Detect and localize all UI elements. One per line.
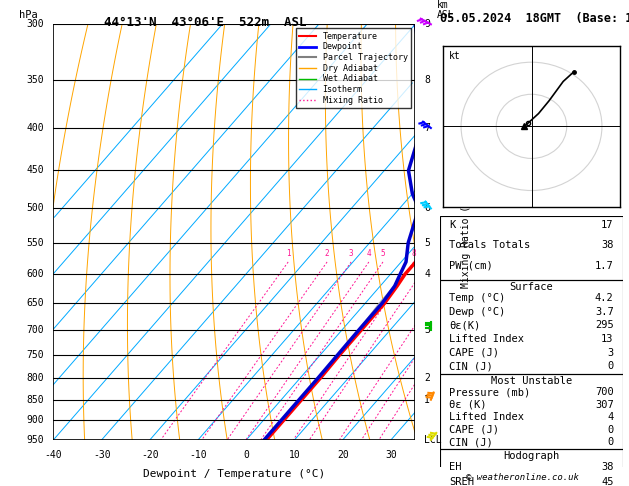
Text: -10: -10 bbox=[189, 450, 207, 460]
Text: © weatheronline.co.uk: © weatheronline.co.uk bbox=[465, 473, 579, 482]
Text: 307: 307 bbox=[595, 399, 614, 410]
Text: 650: 650 bbox=[27, 298, 45, 308]
Text: K: K bbox=[449, 220, 455, 230]
Text: 10: 10 bbox=[289, 450, 301, 460]
Text: 2: 2 bbox=[424, 373, 430, 383]
Text: CIN (J): CIN (J) bbox=[449, 437, 493, 447]
Text: 4: 4 bbox=[367, 249, 371, 258]
Text: km
ASL: km ASL bbox=[437, 0, 455, 20]
Text: 0: 0 bbox=[608, 361, 614, 371]
Text: -30: -30 bbox=[93, 450, 111, 460]
Text: 600: 600 bbox=[27, 269, 45, 279]
Bar bbox=[440, 280, 623, 374]
Text: CIN (J): CIN (J) bbox=[449, 361, 493, 371]
Text: Lifted Index: Lifted Index bbox=[449, 412, 525, 422]
Text: 1: 1 bbox=[286, 249, 291, 258]
Text: 700: 700 bbox=[27, 325, 45, 335]
Text: Most Unstable: Most Unstable bbox=[491, 376, 572, 386]
Text: 30: 30 bbox=[385, 450, 397, 460]
Text: Hodograph: Hodograph bbox=[503, 451, 560, 461]
Text: 850: 850 bbox=[27, 395, 45, 405]
Text: 4: 4 bbox=[424, 269, 430, 279]
Text: 295: 295 bbox=[595, 320, 614, 330]
Text: 4.2: 4.2 bbox=[595, 294, 614, 303]
Text: -20: -20 bbox=[141, 450, 159, 460]
Text: 550: 550 bbox=[27, 238, 45, 248]
Text: 300: 300 bbox=[27, 19, 45, 29]
Text: 450: 450 bbox=[27, 165, 45, 175]
Text: 1.7: 1.7 bbox=[595, 260, 614, 271]
Text: 5: 5 bbox=[424, 238, 430, 248]
Text: 38: 38 bbox=[601, 462, 614, 472]
Text: LCL: LCL bbox=[424, 435, 442, 445]
Text: CAPE (J): CAPE (J) bbox=[449, 347, 499, 358]
Text: 6: 6 bbox=[424, 204, 430, 213]
Text: Mixing Ratio (g/kg): Mixing Ratio (g/kg) bbox=[461, 176, 470, 288]
Text: 3: 3 bbox=[424, 325, 430, 335]
Bar bbox=[440, 216, 623, 280]
Bar bbox=[440, 449, 623, 486]
Text: 0: 0 bbox=[243, 450, 249, 460]
Text: Pressure (mb): Pressure (mb) bbox=[449, 387, 531, 397]
Text: θε (K): θε (K) bbox=[449, 399, 487, 410]
Text: -40: -40 bbox=[45, 450, 62, 460]
Text: 350: 350 bbox=[27, 75, 45, 85]
Legend: Temperature, Dewpoint, Parcel Trajectory, Dry Adiabat, Wet Adiabat, Isotherm, Mi: Temperature, Dewpoint, Parcel Trajectory… bbox=[296, 29, 411, 108]
Text: Lifted Index: Lifted Index bbox=[449, 334, 525, 344]
Text: 2: 2 bbox=[325, 249, 330, 258]
Text: 3: 3 bbox=[608, 347, 614, 358]
Text: SREH: SREH bbox=[449, 477, 474, 486]
Text: 8: 8 bbox=[411, 249, 416, 258]
Text: 20: 20 bbox=[337, 450, 348, 460]
Text: Totals Totals: Totals Totals bbox=[449, 241, 531, 250]
Text: CAPE (J): CAPE (J) bbox=[449, 425, 499, 435]
Text: 1: 1 bbox=[424, 395, 430, 405]
Text: 3.7: 3.7 bbox=[595, 307, 614, 317]
Text: kt: kt bbox=[448, 51, 460, 61]
Text: PW (cm): PW (cm) bbox=[449, 260, 493, 271]
Text: 800: 800 bbox=[27, 373, 45, 383]
Text: 05.05.2024  18GMT  (Base: 12): 05.05.2024 18GMT (Base: 12) bbox=[440, 12, 629, 25]
Text: 45: 45 bbox=[601, 477, 614, 486]
Text: 5: 5 bbox=[381, 249, 385, 258]
Text: 13: 13 bbox=[601, 334, 614, 344]
Text: Temp (°C): Temp (°C) bbox=[449, 294, 506, 303]
Text: Dewp (°C): Dewp (°C) bbox=[449, 307, 506, 317]
Text: EH: EH bbox=[449, 462, 462, 472]
Text: 38: 38 bbox=[601, 241, 614, 250]
Text: θε(K): θε(K) bbox=[449, 320, 481, 330]
Text: 400: 400 bbox=[27, 123, 45, 133]
Text: 700: 700 bbox=[595, 387, 614, 397]
Text: 500: 500 bbox=[27, 204, 45, 213]
Text: Surface: Surface bbox=[509, 282, 554, 292]
Text: 7: 7 bbox=[424, 123, 430, 133]
Text: 750: 750 bbox=[27, 349, 45, 360]
Text: 17: 17 bbox=[601, 220, 614, 230]
Text: 3: 3 bbox=[349, 249, 353, 258]
Text: 0: 0 bbox=[608, 425, 614, 435]
Text: Dewpoint / Temperature (°C): Dewpoint / Temperature (°C) bbox=[143, 469, 325, 479]
Text: 4: 4 bbox=[608, 412, 614, 422]
Text: 0: 0 bbox=[608, 437, 614, 447]
Text: 9: 9 bbox=[424, 19, 430, 29]
Text: 900: 900 bbox=[27, 416, 45, 425]
Text: 950: 950 bbox=[27, 435, 45, 445]
Text: 44°13'N  43°06'E  522m  ASL: 44°13'N 43°06'E 522m ASL bbox=[104, 16, 306, 29]
Text: 8: 8 bbox=[424, 75, 430, 85]
Bar bbox=[440, 374, 623, 449]
Text: hPa: hPa bbox=[19, 10, 38, 20]
